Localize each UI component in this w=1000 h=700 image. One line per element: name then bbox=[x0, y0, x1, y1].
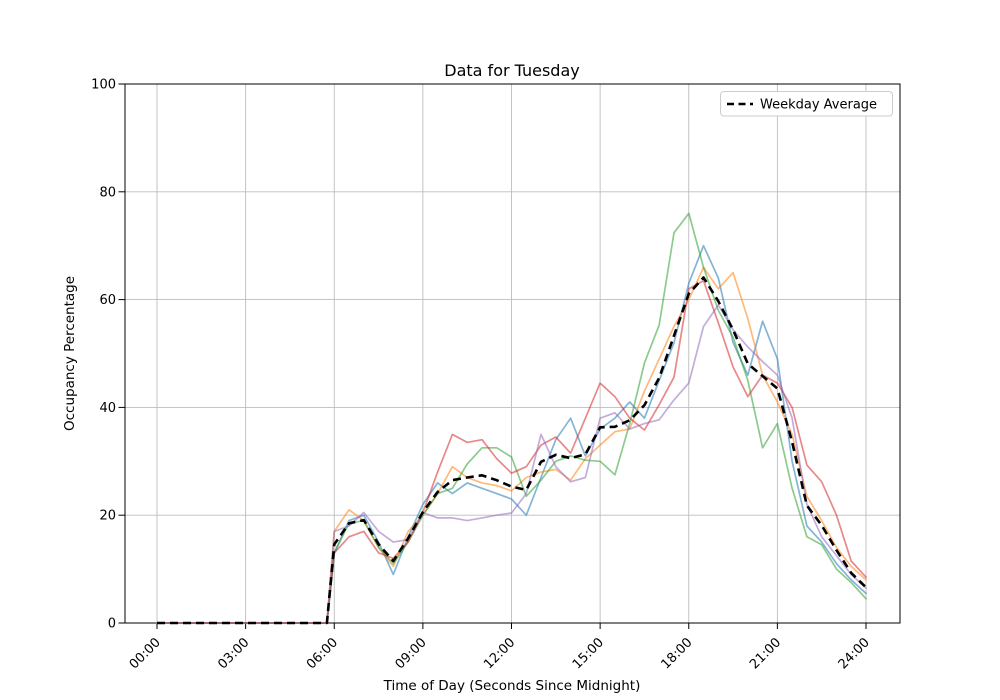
y-tick-labels: 0 20 40 60 80 100 bbox=[91, 78, 116, 632]
y-tick-label: 0 bbox=[108, 617, 116, 632]
y-axis-label: Occupancy Percentage bbox=[62, 276, 78, 431]
y-tick-label: 60 bbox=[99, 293, 116, 308]
x-tick-label: 18:00 bbox=[658, 635, 695, 672]
x-tick-label: 03:00 bbox=[215, 635, 252, 672]
y-tick-label: 80 bbox=[99, 185, 116, 200]
chart-title: Data for Tuesday bbox=[444, 61, 579, 80]
y-tick-label: 100 bbox=[91, 78, 116, 93]
x-tick-label: 24:00 bbox=[836, 635, 873, 672]
axis-ticks bbox=[118, 83, 867, 629]
legend-box bbox=[720, 91, 893, 117]
plot-frame bbox=[124, 83, 901, 624]
legend: Weekday Average bbox=[720, 91, 893, 117]
gridlines bbox=[125, 83, 900, 624]
x-tick-label: 06:00 bbox=[304, 635, 341, 672]
series-lines bbox=[156, 212, 867, 625]
legend-label: Weekday Average bbox=[760, 98, 877, 113]
x-axis-label: Time of Day (Seconds Since Midnight) bbox=[383, 678, 641, 694]
y-tick-label: 20 bbox=[99, 509, 116, 524]
x-tick-label: 12:00 bbox=[481, 635, 518, 672]
x-tick-label: 00:00 bbox=[127, 635, 164, 672]
x-tick-label: 09:00 bbox=[393, 635, 430, 672]
average-line bbox=[157, 276, 867, 625]
x-tick-labels: 00:00 03:00 06:00 09:00 12:00 15:00 18:00 21:00… bbox=[127, 635, 873, 672]
x-tick-label: 15:00 bbox=[570, 635, 607, 672]
y-tick-label: 40 bbox=[99, 401, 116, 416]
x-tick-label: 21:00 bbox=[747, 635, 784, 672]
